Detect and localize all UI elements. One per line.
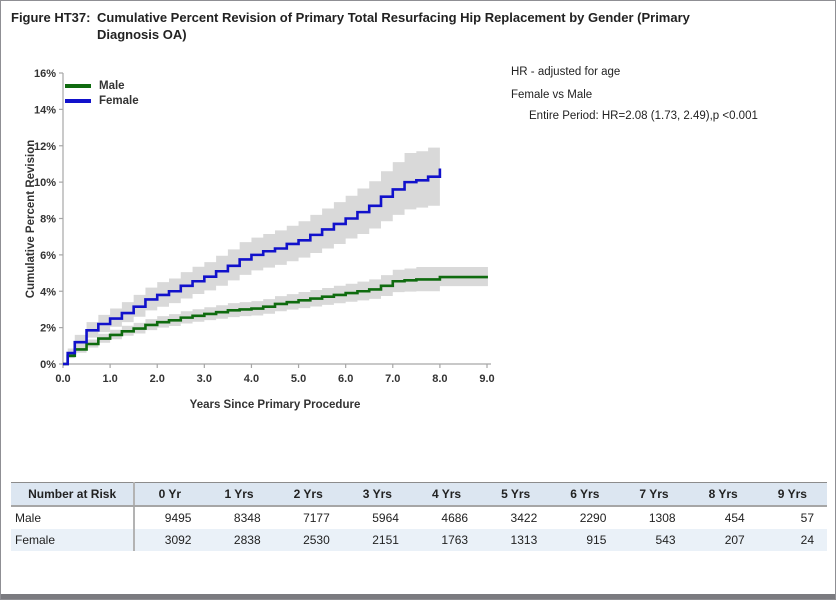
risk-value-cell: 2290: [579, 511, 607, 525]
risk-value-cell: 543: [655, 533, 676, 547]
risk-value-cell: 8348: [233, 511, 261, 525]
male-confidence-band: [63, 266, 488, 364]
figure-title: Figure HT37: Cumulative Percent Revision…: [11, 9, 827, 43]
risk-table-header-row: Number at Risk 0 Yr 1 Yrs 2 Yrs 3 Yrs 4 Yrs 5 …: [11, 482, 827, 507]
y-tick-label: 2%: [40, 323, 56, 335]
number-at-risk-table: Number at Risk 0 Yr 1 Yrs 2 Yrs 3 Yrs 4 Yrs 5 …: [11, 482, 827, 551]
risk-table-header-cell: 4 Yrs: [411, 482, 482, 507]
risk-value-cell: 57: [800, 511, 814, 525]
risk-value-cell: 1763: [441, 533, 469, 547]
figure-title-line2: Diagnosis OA): [97, 27, 187, 42]
risk-value-cell: 2530: [303, 533, 330, 547]
risk-value-cell: 3422: [510, 511, 538, 525]
risk-table-header-cell: 3 Yrs: [342, 482, 412, 507]
risk-table-header-cell: 5 Yrs: [481, 482, 551, 507]
legend-item-male: Male: [65, 78, 139, 93]
female-revision-curve: [63, 168, 442, 366]
figure-title-line1: Cumulative Percent Revision of Primary T…: [97, 10, 690, 25]
risk-value-cell: 915: [586, 533, 607, 547]
risk-value-cell: 9495: [164, 511, 192, 525]
risk-value-cell: 4686: [441, 511, 469, 525]
figure-title-text: Cumulative Percent Revision of Primary T…: [97, 9, 690, 43]
x-tick-label: 1.0: [102, 373, 117, 385]
y-tick-label: 8%: [40, 214, 56, 226]
risk-table-header-cell: 7 Yrs: [619, 482, 689, 507]
y-tick-label: 4%: [40, 286, 56, 298]
risk-table-header-cell: 8 Yrs: [688, 482, 758, 507]
y-tick-label: 10%: [34, 177, 56, 189]
y-tick-label: 16%: [34, 68, 56, 80]
risk-value-cell: 24: [800, 533, 814, 547]
risk-value-cell: 7177: [303, 511, 330, 525]
risk-value-cell: 1308: [648, 511, 676, 525]
male-revision-curve: [63, 275, 488, 366]
y-tick-label: 0%: [40, 359, 56, 371]
female-line-swatch: [65, 98, 91, 103]
female-confidence-band: [63, 131, 440, 364]
risk-value-cell: 2838: [233, 533, 261, 547]
x-tick-label: 6.0: [338, 373, 353, 385]
window-bottom-bar: [1, 594, 835, 599]
figure-number: Figure HT37:: [11, 10, 91, 25]
y-axis-title: Cumulative Percent Revision: [25, 139, 37, 299]
risk-table-header-cell: 9 Yrs: [757, 482, 827, 507]
legend-label-female: Female: [99, 94, 139, 107]
risk-table-header-cell: 2 Yrs: [273, 482, 343, 507]
y-tick-label: 14%: [34, 104, 56, 116]
x-tick-label: 3.0: [197, 373, 212, 385]
risk-table-header-cell: Number at Risk: [11, 482, 136, 507]
x-tick-label: 7.0: [385, 373, 400, 385]
chart-legend: Male Female: [65, 78, 139, 108]
hr-comparison-label: Female vs Male: [511, 89, 593, 101]
risk-value-cell: 5964: [372, 511, 399, 525]
risk-value-cell: 3092: [164, 533, 192, 547]
risk-value-cell: 207: [724, 533, 745, 547]
x-tick-label: 9.0: [479, 373, 494, 385]
hazard-ratio-annotation: HR - adjusted for age Female vs Male Ent…: [511, 66, 758, 122]
risk-row-label: Male: [11, 506, 136, 529]
risk-row-label: Female: [11, 529, 136, 551]
x-axis-title: Years Since Primary Procedure: [189, 399, 361, 411]
x-tick-label: 4.0: [244, 373, 259, 385]
hr-entire-period-value: Entire Period: HR=2.08 (1.73, 2.49),p <0…: [529, 110, 758, 122]
x-tick-label: 8.0: [432, 373, 447, 385]
x-tick-label: 2.0: [150, 373, 165, 385]
risk-table-row-male: Male 9495 8348 7177 5964 4686 3422 2290 1308 454 5…: [11, 506, 827, 529]
revision-chart: 0% 2% 4% 6% 8% 10% 12% 14% 16% 0.0 1.0 2.0 3.0 4.0 5.0…: [34, 68, 495, 385]
risk-value-cell: 1313: [510, 533, 538, 547]
male-line-swatch: [65, 83, 91, 88]
risk-value-cell: 454: [724, 511, 745, 525]
y-tick-label: 6%: [40, 250, 56, 262]
legend-label-male: Male: [99, 79, 125, 92]
risk-table-header-cell: 1 Yrs: [204, 482, 274, 507]
hr-adjusted-note: HR - adjusted for age: [511, 66, 621, 78]
risk-table-header-cell: 6 Yrs: [550, 482, 620, 507]
x-tick-label: 0.0: [55, 373, 70, 385]
risk-table-row-female: Female 3092 2838 2530 2151 1763 1313 915 543 207 2…: [11, 529, 827, 551]
x-tick-label: 5.0: [291, 373, 306, 385]
risk-table-header-cell: 0 Yr: [134, 482, 205, 507]
risk-value-cell: 2151: [372, 533, 399, 547]
legend-item-female: Female: [65, 93, 139, 108]
y-tick-label: 12%: [34, 141, 56, 153]
